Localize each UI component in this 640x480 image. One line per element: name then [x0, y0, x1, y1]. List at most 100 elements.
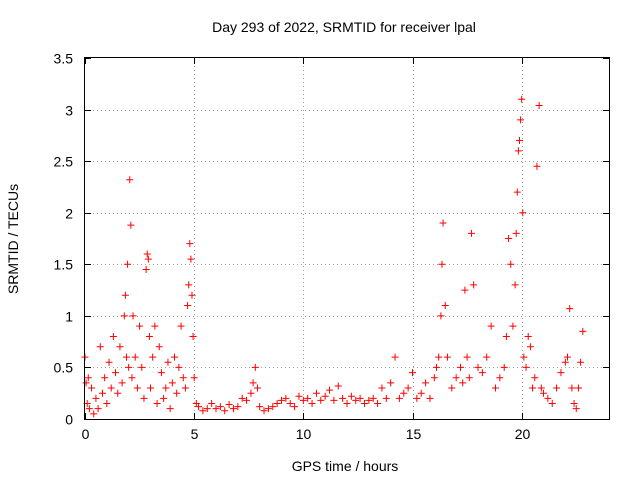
data-point [184, 302, 192, 310]
data-point [138, 363, 146, 371]
data-point [577, 358, 585, 366]
data-point [561, 358, 569, 366]
data-point [118, 379, 126, 387]
data-point [291, 403, 299, 411]
data-point [128, 374, 136, 382]
data-point [426, 394, 434, 402]
data-point [185, 281, 193, 289]
data-point [529, 384, 537, 392]
data-point [526, 343, 534, 351]
data-point [203, 405, 211, 413]
data-point [474, 363, 482, 371]
y-tick-label: 3 [65, 103, 73, 119]
x-tick-label: 0 [82, 426, 90, 442]
data-point [299, 396, 307, 404]
data-point [243, 396, 251, 404]
data-point [151, 322, 159, 330]
data-point [430, 374, 438, 382]
x-axis-label: GPS time / hours [292, 458, 399, 474]
data-point [187, 255, 195, 263]
data-point [188, 291, 196, 299]
data-point [126, 176, 134, 184]
data-point [121, 291, 129, 299]
data-point [459, 379, 467, 387]
data-point [278, 396, 285, 404]
y-tick-label: 0 [65, 412, 73, 428]
data-point [208, 400, 216, 408]
data-point [535, 101, 543, 109]
data-point [212, 405, 220, 413]
y-tick-label: 3.5 [54, 51, 74, 67]
data-point [540, 389, 547, 397]
data-point [225, 401, 233, 409]
data-point [533, 162, 541, 170]
data-point [404, 384, 412, 392]
data-point [378, 384, 386, 392]
data-point [524, 332, 532, 340]
data-point [496, 374, 504, 382]
data-point [507, 260, 515, 268]
data-point [448, 384, 456, 392]
data-point [326, 386, 334, 394]
data-point [251, 363, 259, 371]
data-point [295, 392, 303, 400]
data-point [177, 322, 185, 330]
data-point [166, 405, 174, 413]
data-point [330, 396, 338, 404]
data-point [515, 137, 523, 145]
data-point [317, 396, 325, 404]
x-tick-label: 5 [191, 426, 199, 442]
data-point [457, 363, 465, 371]
data-point [85, 405, 93, 413]
data-point [96, 343, 104, 351]
data-point [487, 322, 495, 330]
data-point [505, 235, 513, 242]
data-point [140, 394, 148, 402]
data-point [548, 400, 556, 408]
x-tick-label: 20 [515, 426, 531, 442]
x-tick-label: 15 [406, 426, 422, 442]
data-point [155, 343, 163, 351]
data-point [109, 332, 117, 340]
data-point [502, 332, 510, 340]
data-point [186, 240, 194, 248]
grid [85, 58, 609, 419]
data-point [164, 358, 172, 366]
data-point [343, 400, 351, 408]
data-point [334, 382, 342, 390]
data-point [312, 389, 320, 397]
data-point [568, 384, 576, 392]
data-point [125, 363, 133, 371]
data-point [304, 394, 312, 402]
data-point [465, 374, 473, 382]
y-tick-label: 0.5 [54, 360, 74, 376]
data-point [229, 405, 237, 413]
x-tick-label: 10 [296, 426, 312, 442]
data-point [553, 384, 561, 392]
data-point [94, 405, 102, 413]
data-point [537, 384, 545, 392]
data-point [517, 116, 525, 124]
y-tick-label: 2.5 [54, 154, 74, 170]
data-point [579, 327, 587, 335]
data-point [84, 374, 92, 382]
data-point [114, 389, 122, 397]
data-point [282, 394, 290, 402]
data-point [417, 389, 425, 397]
data-point [157, 369, 165, 377]
axis-ticks: 0 5 10 15 20 0 0.5 1 1.5 2 2.5 3 3.5 [54, 51, 609, 442]
y-axis-label: SRMTID / TECUs [5, 184, 21, 294]
data-point [522, 363, 530, 371]
data-point [120, 312, 128, 320]
data-point [347, 392, 355, 400]
data-point [253, 384, 261, 392]
data-point [365, 396, 373, 404]
data-point [467, 229, 475, 237]
data-point [171, 353, 179, 361]
data-point [470, 281, 478, 289]
data-point [82, 379, 90, 387]
data-point [566, 305, 574, 313]
data-point [519, 209, 527, 217]
data-point [92, 394, 100, 402]
data-point [238, 394, 246, 402]
